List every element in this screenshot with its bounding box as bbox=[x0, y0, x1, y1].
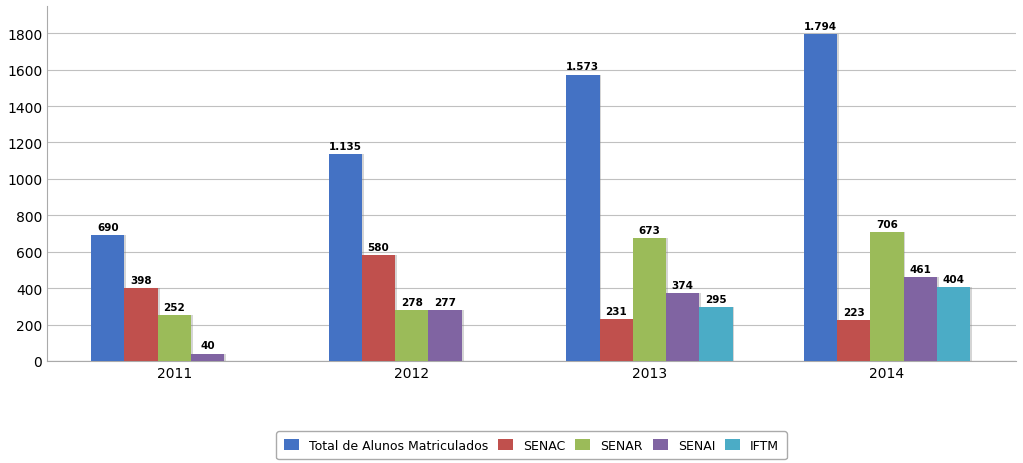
Text: 278: 278 bbox=[401, 297, 422, 307]
Text: 295: 295 bbox=[705, 294, 726, 304]
Bar bbox=[939, 288, 972, 361]
Bar bbox=[192, 354, 226, 361]
Bar bbox=[429, 311, 461, 361]
Text: 40: 40 bbox=[201, 341, 215, 350]
Text: 277: 277 bbox=[434, 298, 456, 307]
Bar bbox=[903, 277, 937, 361]
Text: 706: 706 bbox=[876, 219, 898, 230]
Text: 673: 673 bbox=[638, 225, 660, 236]
Bar bbox=[568, 75, 602, 361]
Bar bbox=[91, 236, 125, 361]
Bar bbox=[633, 239, 666, 361]
Text: 231: 231 bbox=[606, 306, 627, 316]
Bar bbox=[93, 236, 126, 361]
Text: 404: 404 bbox=[942, 275, 965, 284]
Text: 1.573: 1.573 bbox=[567, 62, 599, 72]
Bar bbox=[873, 233, 905, 361]
Text: 398: 398 bbox=[130, 275, 151, 286]
Bar bbox=[567, 75, 599, 361]
Bar bbox=[806, 35, 839, 361]
Bar bbox=[905, 277, 939, 361]
Bar bbox=[804, 35, 837, 361]
Text: 374: 374 bbox=[672, 280, 694, 290]
Bar bbox=[431, 311, 463, 361]
Bar bbox=[666, 293, 700, 361]
Text: 580: 580 bbox=[367, 243, 390, 252]
Bar bbox=[634, 239, 668, 361]
Legend: Total de Alunos Matriculados, SENAC, SENAR, SENAI, IFTM: Total de Alunos Matriculados, SENAC, SEN… bbox=[276, 431, 787, 459]
Bar bbox=[330, 155, 364, 361]
Bar bbox=[397, 311, 431, 361]
Bar bbox=[160, 315, 192, 361]
Bar bbox=[701, 307, 735, 361]
Bar bbox=[126, 289, 160, 361]
Bar bbox=[125, 289, 158, 361]
Bar bbox=[937, 288, 970, 361]
Bar bbox=[700, 307, 732, 361]
Text: 1.794: 1.794 bbox=[804, 22, 837, 32]
Text: 690: 690 bbox=[97, 223, 119, 232]
Bar bbox=[599, 319, 633, 361]
Bar bbox=[191, 354, 224, 361]
Text: 461: 461 bbox=[909, 264, 931, 274]
Text: 1.135: 1.135 bbox=[328, 142, 362, 152]
Bar bbox=[837, 321, 871, 361]
Bar bbox=[328, 155, 362, 361]
Bar bbox=[839, 321, 873, 361]
Bar bbox=[668, 293, 701, 361]
Bar bbox=[395, 311, 429, 361]
Text: 223: 223 bbox=[843, 307, 864, 317]
Bar bbox=[602, 319, 634, 361]
Bar bbox=[362, 256, 395, 361]
Bar bbox=[158, 315, 191, 361]
Bar bbox=[871, 233, 903, 361]
Bar bbox=[364, 256, 397, 361]
Text: 252: 252 bbox=[164, 302, 185, 312]
